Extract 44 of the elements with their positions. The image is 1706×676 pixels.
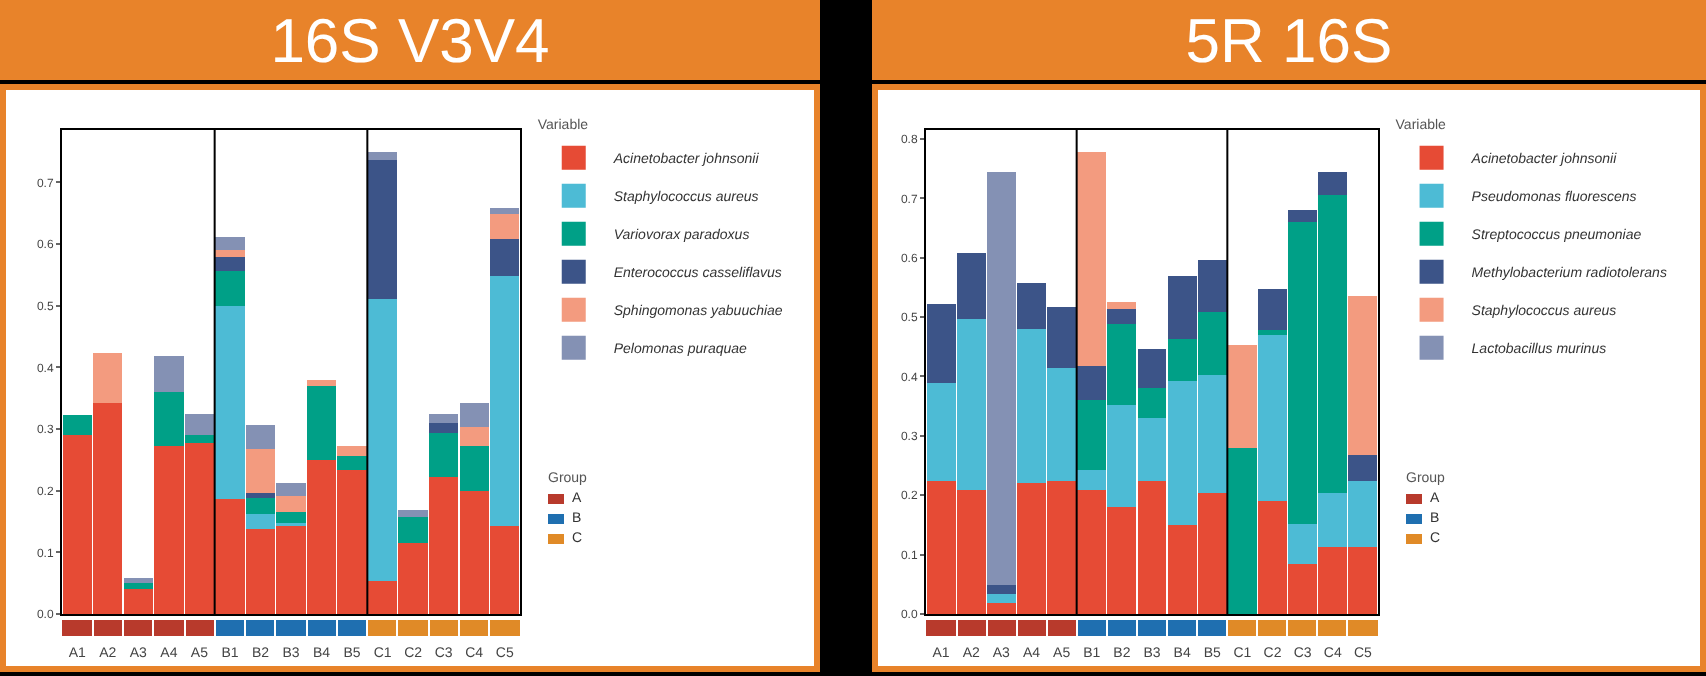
bar <box>93 353 123 404</box>
bar <box>245 493 276 499</box>
bar <box>245 449 276 494</box>
bar <box>215 271 245 307</box>
bar <box>367 152 398 160</box>
bar <box>123 578 153 584</box>
bar <box>490 214 520 239</box>
bar <box>337 446 367 457</box>
bar <box>459 427 489 447</box>
bar <box>184 413 215 435</box>
bar <box>398 517 428 544</box>
bar <box>490 208 520 215</box>
bar <box>986 171 1016 585</box>
bar <box>398 510 428 518</box>
bar <box>215 250 245 258</box>
bar <box>215 236 245 251</box>
bar <box>1258 335 1287 502</box>
bar <box>1137 349 1167 389</box>
bar <box>1107 308 1137 325</box>
bar <box>154 356 184 393</box>
bar <box>1348 454 1378 481</box>
bar <box>215 257 245 272</box>
bar <box>62 415 92 435</box>
bar <box>123 583 153 590</box>
bar <box>215 306 245 499</box>
bar <box>1318 172 1348 195</box>
bar <box>986 584 1016 594</box>
bar <box>367 298 398 581</box>
chart-title: 16S V3V4 <box>0 0 820 80</box>
bar <box>1227 344 1257 449</box>
bar <box>490 238 520 276</box>
bar <box>276 495 306 512</box>
bar <box>1227 448 1257 614</box>
bar <box>367 159 398 299</box>
bar <box>306 380 337 387</box>
bar <box>986 593 1016 604</box>
bar <box>245 425 276 450</box>
chart-title: 5R 16S <box>872 0 1706 80</box>
bar <box>1348 296 1378 455</box>
bar <box>276 482 306 496</box>
bar <box>1288 209 1318 223</box>
bar <box>429 423 459 434</box>
bar <box>490 275 520 527</box>
bar <box>1258 288 1287 331</box>
